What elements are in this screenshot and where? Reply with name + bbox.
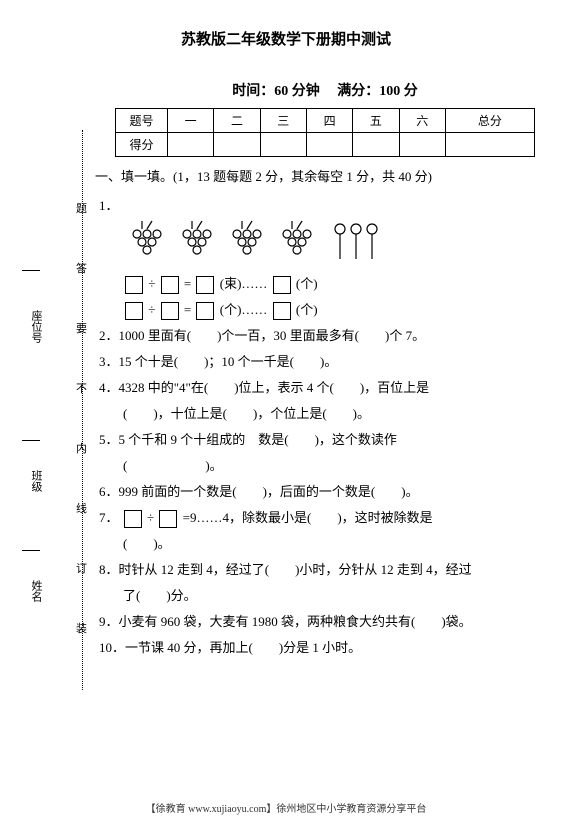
margin-label-name: 姓名 <box>28 580 44 602</box>
cell: 一 <box>168 109 214 133</box>
cell: 三 <box>260 109 306 133</box>
margin-char: 不 <box>76 380 87 396</box>
question-3: 3．15 个十是( )；10 个一千是( )。 <box>99 349 555 375</box>
q7-number: 7． <box>99 510 119 525</box>
cell: 五 <box>353 109 399 133</box>
cell: 六 <box>399 109 445 133</box>
time-value: 60 分钟 <box>274 84 320 99</box>
score-table: 题号 一 二 三 四 五 六 总分 得分 <box>115 108 535 157</box>
unit-label: (个) <box>296 302 318 317</box>
answer-box <box>161 302 179 320</box>
margin-char: 要 <box>76 320 87 336</box>
answer-box <box>125 276 143 294</box>
margin-label-seat: 座位号 <box>28 310 44 343</box>
cell-head: 题号 <box>116 109 168 133</box>
binding-margin: 座位号 班级 姓名 题 答 要 不 内 线 订 装 <box>0 130 90 690</box>
margin-char: 题 <box>76 200 87 216</box>
margin-underline <box>22 440 40 441</box>
grape-icon-row <box>127 219 387 265</box>
page-title: 苏教版二年级数学下册期中测试 <box>0 0 572 49</box>
q1-equation-1: ÷ = (束)…… (个) <box>123 271 555 297</box>
cell <box>306 133 352 157</box>
margin-char: 答 <box>76 260 87 276</box>
answer-box <box>273 302 291 320</box>
margin-underline <box>22 270 40 271</box>
margin-char: 订 <box>76 560 87 576</box>
cell <box>353 133 399 157</box>
question-5a: 5．5 个千和 9 个十组成的 数是( )，这个数读作 <box>99 427 555 453</box>
table-row-score: 得分 <box>116 133 535 157</box>
q1-number: 1． <box>99 198 119 213</box>
question-7a: 7． ÷ =9……4，除数最小是( )，这时被除数是 <box>99 505 555 531</box>
time-label: 时间： <box>232 84 274 99</box>
question-1: 1． <box>99 193 555 219</box>
margin-char: 线 <box>76 500 87 516</box>
cell: 二 <box>214 109 260 133</box>
question-2: 2．1000 里面有( )个一百，30 里面最多有( )个 7。 <box>99 323 555 349</box>
margin-char: 内 <box>76 440 87 456</box>
question-5b: ( )。 <box>123 453 555 479</box>
margin-underline <box>22 550 40 551</box>
cell: 四 <box>306 109 352 133</box>
answer-box <box>196 302 214 320</box>
cell <box>260 133 306 157</box>
question-8b: 了( )分。 <box>123 583 555 609</box>
cell-score-label: 得分 <box>116 133 168 157</box>
answer-box <box>125 302 143 320</box>
section-1-head: 一、填一填。(1，13 题每题 2 分，其余每空 1 分，共 40 分) <box>95 167 555 187</box>
question-9: 9．小麦有 960 袋，大麦有 1980 袋，两种粮食大约共有( )袋。 <box>99 609 555 635</box>
page-footer: 【徐教育 www.xujiaoyu.com】徐州地区中小学教育资源分享平台 <box>0 800 572 815</box>
cell <box>399 133 445 157</box>
cell <box>214 133 260 157</box>
question-4a: 4．4328 中的"4"在( )位上，表示 4 个( )，百位上是 <box>99 375 555 401</box>
cell <box>168 133 214 157</box>
margin-char: 装 <box>76 620 87 636</box>
unit-label: (束)…… <box>220 276 268 291</box>
answer-box <box>161 276 179 294</box>
margin-label-class: 班级 <box>28 470 44 492</box>
answer-box <box>196 276 214 294</box>
answer-box <box>159 510 177 528</box>
unit-label: (个) <box>220 302 242 317</box>
q7-text: =9……4，除数最小是( )，这时被除数是 <box>183 510 433 525</box>
table-row-head: 题号 一 二 三 四 五 六 总分 <box>116 109 535 133</box>
answer-box <box>273 276 291 294</box>
content-area: 时间：60 分钟 满分：100 分 题号 一 二 三 四 五 六 总分 得分 一… <box>95 80 555 661</box>
answer-box <box>124 510 142 528</box>
question-10: 10．一节课 40 分，再加上( )分是 1 小时。 <box>99 635 555 661</box>
question-8a: 8．时针从 12 走到 4，经过了( )小时，分针从 12 走到 4，经过 <box>99 557 555 583</box>
q1-equation-2: ÷ = (个)…… (个) <box>123 297 555 323</box>
cell <box>445 133 534 157</box>
full-value: 100 分 <box>379 84 418 99</box>
grape-figures <box>127 219 555 265</box>
cell: 总分 <box>445 109 534 133</box>
question-6: 6．999 前面的一个数是( )，后面的一个数是( )。 <box>99 479 555 505</box>
exam-info: 时间：60 分钟 满分：100 分 <box>95 80 555 100</box>
question-7b: ( )。 <box>123 531 555 557</box>
question-4b: ( )，十位上是( )，个位上是( )。 <box>123 401 555 427</box>
unit-label: (个) <box>296 276 318 291</box>
full-label: 满分： <box>337 84 379 99</box>
